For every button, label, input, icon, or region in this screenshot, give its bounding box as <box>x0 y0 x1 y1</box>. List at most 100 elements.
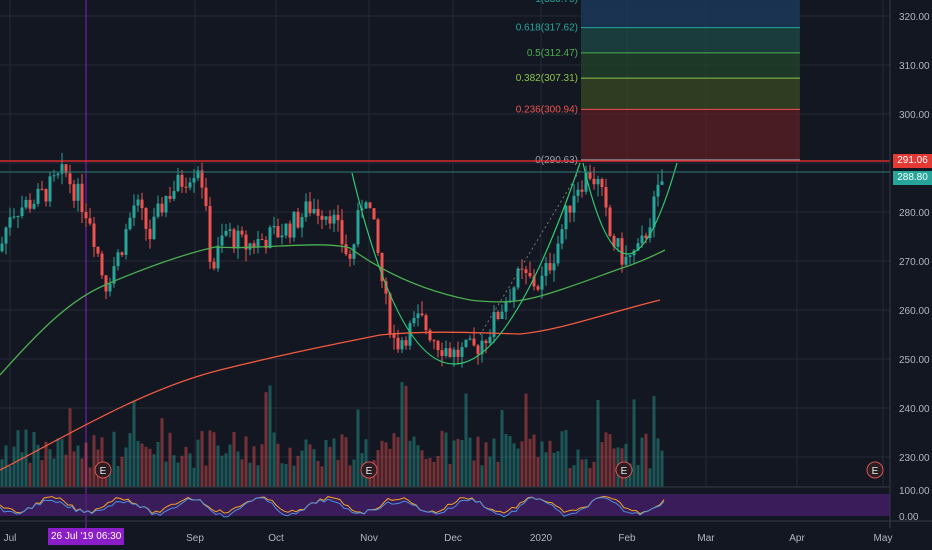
candle-body <box>36 188 40 204</box>
candle-body <box>300 217 304 228</box>
earnings-badge-icon[interactable]: E <box>866 461 884 479</box>
candle-body <box>484 340 488 344</box>
candle-body <box>192 178 196 183</box>
candle-body <box>152 216 156 240</box>
volume-bar <box>560 431 564 487</box>
candle-body <box>120 252 124 255</box>
candle-body <box>132 205 136 218</box>
volume-bar <box>332 438 336 487</box>
candle-body <box>596 179 600 185</box>
volume-bar <box>56 438 60 487</box>
volume-bar <box>640 437 644 487</box>
candle-body <box>468 338 472 340</box>
candle-body <box>308 201 312 214</box>
candle-body <box>528 272 532 277</box>
candle-body <box>648 227 652 239</box>
candle-body <box>200 170 204 188</box>
candle-body <box>312 209 316 214</box>
cup-and-handle-drawing[interactable] <box>351 162 678 365</box>
price-tick-label: 230.00 <box>899 453 930 464</box>
volume-bar <box>596 399 600 487</box>
candle-body <box>24 199 28 208</box>
candle-body <box>344 244 348 255</box>
candle-body <box>292 211 296 238</box>
candle-body <box>460 346 464 357</box>
volume-bar <box>492 438 496 487</box>
volume-bar <box>168 432 172 487</box>
candle-body <box>640 235 644 244</box>
volume-bar <box>324 440 328 487</box>
candle-body <box>188 182 192 188</box>
volume-bar <box>36 444 40 487</box>
candle-body <box>540 275 544 290</box>
price-tick-label: 240.00 <box>899 404 930 415</box>
volume-bar <box>516 448 520 487</box>
earnings-badge-icon[interactable]: E <box>94 461 112 479</box>
candle-body <box>532 276 536 287</box>
volume-bar <box>284 464 288 487</box>
volume-bar <box>84 442 88 487</box>
oscillator-k-line <box>0 495 665 515</box>
candle-body <box>180 174 184 187</box>
candle-body <box>136 199 140 206</box>
candle-body <box>376 219 380 253</box>
moving-averages <box>0 244 666 471</box>
candle-body <box>536 286 540 290</box>
volume-bar <box>92 435 96 487</box>
volume-bar <box>632 399 636 487</box>
volume-bar <box>120 456 124 487</box>
candle-body <box>12 216 16 218</box>
candle-body <box>148 228 152 240</box>
volume-bar <box>300 450 304 487</box>
candle-body <box>636 243 640 251</box>
volume-bar <box>348 465 352 487</box>
horizontal-lines[interactable] <box>0 160 890 173</box>
candle-body <box>420 313 424 316</box>
candle-body <box>184 186 188 188</box>
candle-body <box>228 229 232 231</box>
earnings-badge-icon[interactable]: E <box>360 461 378 479</box>
candle-body <box>204 187 208 206</box>
volume-bar <box>424 458 428 487</box>
volume-bar <box>252 446 256 487</box>
volume-bar <box>44 441 48 487</box>
volume-bar <box>380 440 384 487</box>
time-tick-label: Oct <box>268 533 284 544</box>
candle-body <box>452 349 456 358</box>
candle-body <box>560 229 564 244</box>
candle-body <box>48 176 52 202</box>
volume-bar <box>20 452 24 487</box>
candle-body <box>544 263 548 276</box>
candle-body <box>240 230 244 235</box>
volume-bar <box>328 447 332 487</box>
candle-body <box>384 281 388 294</box>
candle-body <box>628 255 632 257</box>
volume-bar <box>340 434 344 487</box>
earnings-badge-icon[interactable]: E <box>615 461 633 479</box>
candle-body <box>472 338 476 346</box>
candle-body <box>296 211 300 228</box>
candle-body <box>436 340 440 351</box>
candle-body <box>512 287 516 301</box>
volume-bar <box>312 449 316 487</box>
volume-bar <box>112 431 116 487</box>
candle-body <box>620 238 624 265</box>
volume-bar <box>464 393 468 487</box>
earnings-badge-label: E <box>621 466 628 477</box>
candle-body <box>160 203 164 213</box>
candle-body <box>328 216 332 224</box>
candle-body <box>248 243 252 250</box>
volume-bar <box>580 459 584 487</box>
volume-bar <box>440 430 444 487</box>
candle-body <box>548 263 552 271</box>
volume-bar <box>140 443 144 487</box>
fibonacci-retracement[interactable]: 0.618(317.62) 0.5(312.47) 0.382(307.31) 0.2… <box>516 0 800 166</box>
volume-bar <box>540 441 544 487</box>
candle-body <box>608 207 612 236</box>
candle-body <box>288 223 292 238</box>
candle-body <box>284 223 288 236</box>
volume-bar <box>80 458 84 487</box>
candle-body <box>524 269 528 273</box>
